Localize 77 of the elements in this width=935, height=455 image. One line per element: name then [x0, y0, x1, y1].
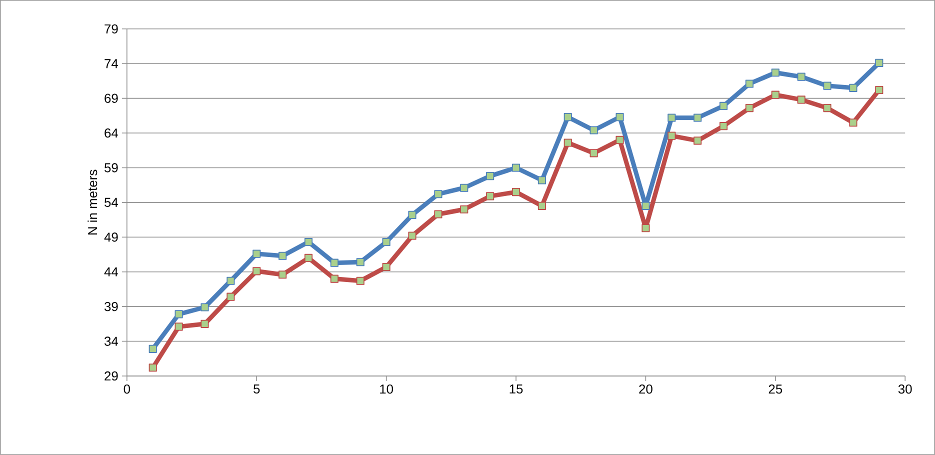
point: [875, 86, 884, 94]
point: [486, 192, 494, 200]
point: [797, 96, 806, 104]
x-tick-label: 5: [254, 384, 260, 394]
point: [174, 310, 183, 318]
point: [252, 267, 261, 276]
point: [356, 258, 364, 266]
point: [434, 190, 442, 198]
point: [408, 210, 416, 220]
point: [590, 126, 598, 134]
point: [304, 238, 313, 246]
point: [616, 113, 624, 122]
point: [330, 274, 338, 283]
point: [512, 188, 520, 196]
point: [486, 172, 494, 180]
point: [460, 184, 468, 192]
point: [642, 224, 650, 232]
point: [849, 118, 858, 127]
y-tick-label: 34: [104, 336, 118, 346]
point: [745, 80, 754, 88]
x-tick-label: 0: [124, 384, 130, 394]
y-tick-label: 59: [104, 163, 118, 172]
point: [148, 364, 157, 372]
point: [694, 136, 702, 145]
point: [434, 210, 442, 218]
y-tick-label: 74: [104, 59, 118, 68]
point: [512, 164, 520, 172]
point: [278, 252, 287, 260]
point: [719, 122, 728, 130]
point: [668, 132, 676, 140]
y-tick-label: 44: [104, 267, 118, 276]
y-tick-label: 64: [104, 128, 118, 138]
point: [616, 136, 624, 144]
x-tick-label: 20: [639, 384, 652, 394]
point: [771, 68, 780, 77]
point: [148, 344, 157, 353]
point: [538, 176, 546, 184]
point: [252, 250, 261, 258]
point: [174, 322, 183, 331]
point: [408, 232, 416, 240]
y-tick-label: 49: [104, 232, 118, 242]
point: [304, 254, 313, 262]
x-tick-label: 25: [768, 384, 782, 394]
y-tick-label: 54: [104, 198, 118, 208]
point: [278, 270, 287, 279]
point: [200, 320, 209, 328]
y-tick-label: 29: [104, 371, 118, 381]
point: [849, 84, 858, 92]
point: [694, 114, 702, 122]
point: [356, 276, 364, 285]
point: [382, 263, 390, 272]
point: [590, 149, 598, 158]
y-axis-title: N in meters: [88, 170, 98, 235]
point: [538, 202, 546, 210]
point: [564, 138, 572, 147]
point: [642, 202, 650, 210]
point: [875, 58, 884, 67]
x-tick-label: 15: [510, 384, 523, 394]
point: [382, 238, 390, 246]
y-tick-label: 39: [104, 302, 118, 312]
x-tick-label: 10: [380, 384, 394, 394]
point: [745, 104, 754, 112]
point: [771, 90, 780, 99]
point: [668, 114, 676, 122]
point: [226, 292, 235, 301]
point: [330, 258, 338, 267]
point: [719, 102, 728, 110]
point: [823, 82, 832, 90]
point: [460, 205, 468, 214]
point: [564, 113, 572, 122]
point: [200, 303, 209, 312]
point: [823, 104, 832, 112]
y-tick-label: 69: [104, 94, 118, 103]
y-tick-label: 79: [104, 24, 118, 34]
point: [226, 276, 235, 285]
point: [797, 72, 806, 81]
x-tick-label: 30: [898, 384, 912, 394]
